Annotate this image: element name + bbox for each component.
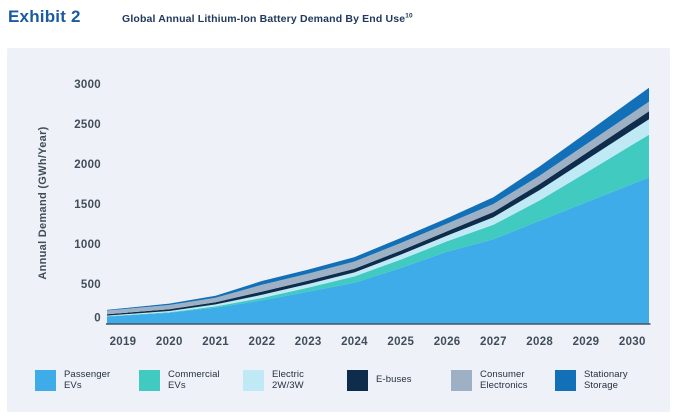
legend-label-electric-2w-3w: Electric 2W/3W: [272, 368, 304, 391]
legend-swatch-commercial-evs: [139, 369, 160, 391]
y-tick-label-3000: 3000: [74, 79, 101, 91]
y-tick-label-1500: 1500: [74, 199, 101, 211]
y-axis-title: Annual Demand (GWh/Year): [37, 126, 49, 279]
legend-label-consumer-electronics: Consumer Electronics: [480, 368, 528, 391]
y-tick-label-500: 500: [81, 279, 101, 291]
exhibit-header: Exhibit 2 Global Annual Lithium-Ion Batt…: [0, 0, 678, 48]
x-tick-label-2030: 2030: [619, 336, 646, 348]
y-tick-label-2000: 2000: [74, 159, 101, 171]
x-tick-label-2021: 2021: [202, 336, 229, 348]
legend-label-passenger-evs: Passenger EVs: [64, 368, 111, 391]
legend-label-e-buses: E-buses: [376, 374, 412, 386]
legend-swatch-e-buses: [347, 369, 368, 391]
legend-swatch-passenger-evs: [35, 369, 56, 391]
x-tick-label-2026: 2026: [434, 336, 461, 348]
x-tick-label-2024: 2024: [341, 336, 368, 348]
chart-title-text: Global Annual Lithium-Ion Battery Demand…: [122, 13, 406, 25]
legend-item-e-buses: E-buses: [347, 366, 412, 394]
legend-item-consumer-electronics: Consumer Electronics: [451, 366, 528, 394]
legend-item-passenger-evs: Passenger EVs: [35, 366, 110, 394]
legend-label-commercial-evs: Commercial EVs: [168, 368, 220, 391]
chart-title-footnote: 10: [405, 12, 413, 20]
y-tick-label-1000: 1000: [74, 239, 101, 251]
legend-swatch-consumer-electronics: [451, 369, 472, 391]
legend-swatch-stationary-storage: [555, 369, 576, 391]
y-tick-label-0: 0: [94, 313, 101, 325]
x-tick-label-2028: 2028: [526, 336, 553, 348]
x-tick-label-2023: 2023: [295, 336, 322, 348]
x-tick-label-2029: 2029: [573, 336, 600, 348]
legend-item-electric-2w-3w: Electric 2W/3W: [243, 366, 304, 394]
chart-title: Global Annual Lithium-Ion Battery Demand…: [122, 13, 413, 25]
y-tick-label-2500: 2500: [74, 119, 101, 131]
area-layer-passenger-evs: [107, 177, 649, 324]
legend-item-stationary-storage: Stationary Storage: [555, 366, 628, 394]
legend-swatch-electric-2w-3w: [243, 369, 264, 391]
legend-item-commercial-evs: Commercial EVs: [139, 366, 220, 394]
x-tick-label-2020: 2020: [156, 336, 183, 348]
legend-label-stationary-storage: Stationary Storage: [584, 368, 628, 391]
x-tick-label-2019: 2019: [110, 336, 137, 348]
exhibit-label: Exhibit 2: [8, 7, 81, 26]
x-tick-label-2025: 2025: [387, 336, 414, 348]
x-tick-label-2027: 2027: [480, 336, 507, 348]
x-tick-label-2022: 2022: [249, 336, 276, 348]
